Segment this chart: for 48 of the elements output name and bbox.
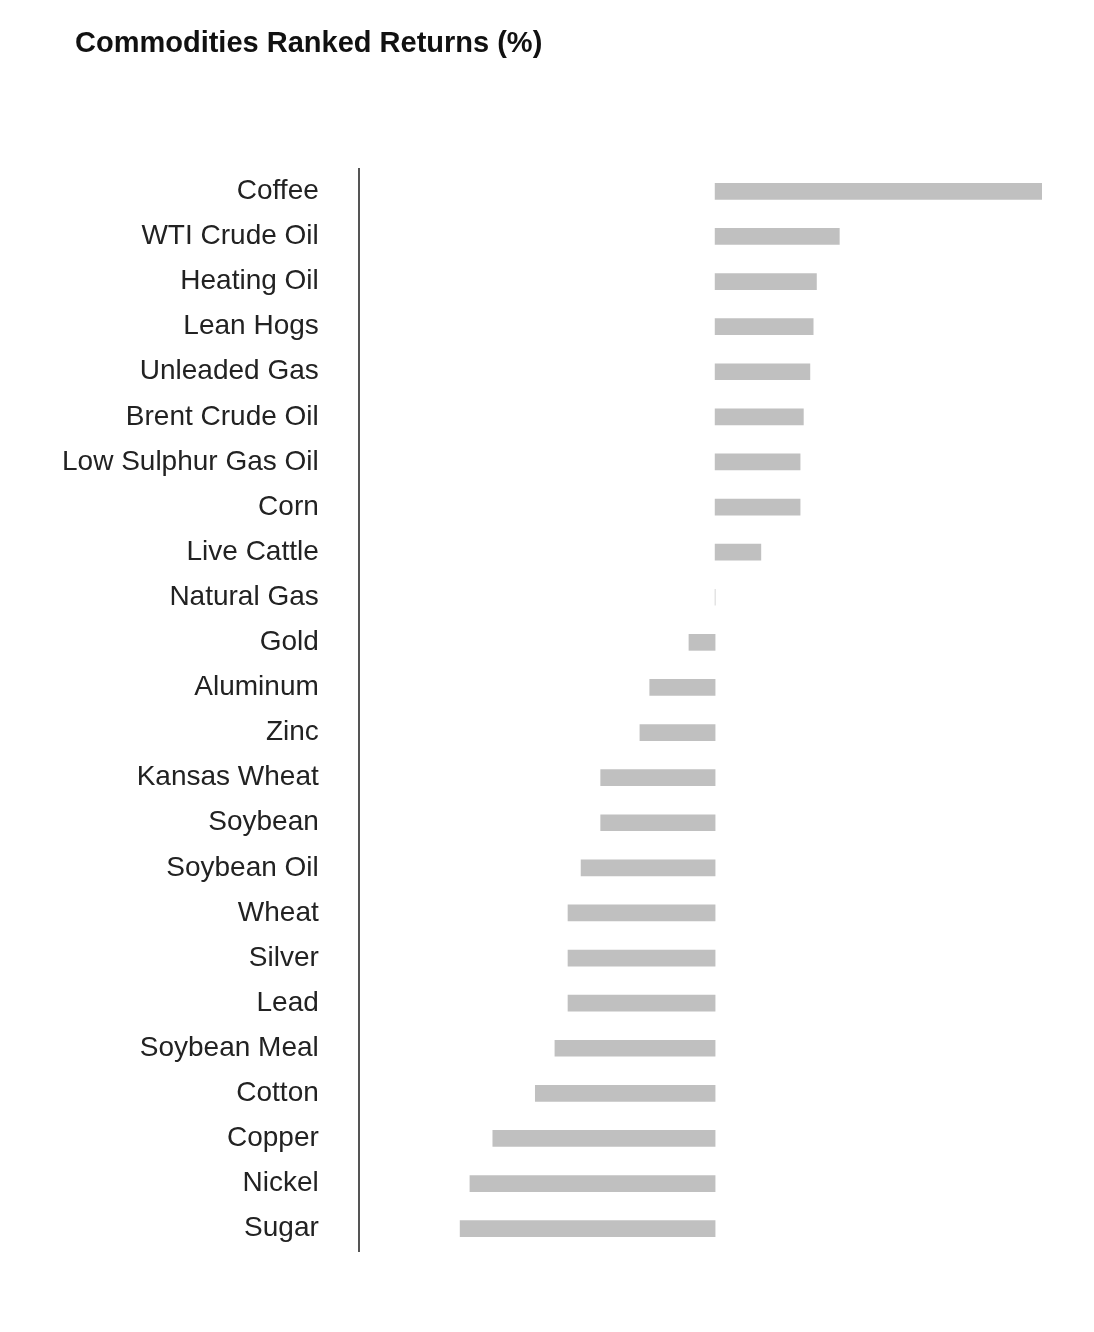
y-tick-label: Soybean Meal bbox=[139, 1030, 319, 1062]
y-tick-label: Lean Hogs bbox=[183, 309, 319, 341]
bar bbox=[714, 543, 762, 561]
bar bbox=[714, 273, 817, 290]
y-tick-label: Low Sulphur Gas Oil bbox=[61, 444, 319, 476]
bar bbox=[714, 453, 801, 471]
y-tick-label: WTI Crude Oil bbox=[141, 219, 319, 251]
y-tick-label: Gold bbox=[259, 625, 319, 657]
y-tick-label: Zinc bbox=[265, 715, 319, 747]
bar bbox=[688, 634, 716, 651]
y-tick-label: Sugar bbox=[244, 1211, 319, 1243]
y-tick-label: Silver bbox=[248, 940, 319, 972]
bar bbox=[600, 769, 716, 786]
y-tick-label: Aluminum bbox=[194, 670, 319, 702]
bar bbox=[580, 859, 716, 877]
y-tick-label: Soybean Oil bbox=[166, 850, 319, 882]
y-tick-label: Nickel bbox=[242, 1166, 319, 1198]
y-tick-label: Corn bbox=[258, 489, 319, 521]
bar bbox=[459, 1220, 716, 1237]
y-tick-label: Soybean bbox=[208, 805, 319, 837]
bar bbox=[492, 1130, 716, 1147]
bar bbox=[469, 1175, 716, 1192]
y-tick-label: Wheat bbox=[237, 895, 319, 927]
y-tick-label: Unleaded Gas bbox=[139, 354, 319, 386]
bar bbox=[714, 183, 1042, 200]
bar bbox=[639, 724, 716, 741]
bar bbox=[567, 904, 716, 922]
y-tick-label: Heating Oil bbox=[180, 264, 319, 296]
bar bbox=[649, 679, 716, 696]
bar bbox=[600, 814, 716, 832]
y-tick-label: Live Cattle bbox=[186, 534, 319, 566]
y-tick-label: Natural Gas bbox=[169, 579, 319, 611]
bar bbox=[534, 1085, 716, 1102]
bar bbox=[714, 363, 811, 381]
y-tick-label: Copper bbox=[226, 1121, 319, 1153]
bar bbox=[714, 318, 814, 335]
bar bbox=[714, 228, 840, 245]
y-tick-label: Lead bbox=[256, 985, 319, 1017]
bar bbox=[554, 1039, 716, 1057]
chart-title: Commodities Ranked Returns (%) bbox=[75, 26, 543, 59]
y-tick-label: Cotton bbox=[236, 1076, 319, 1108]
y-tick-label: Kansas Wheat bbox=[136, 760, 319, 792]
bar bbox=[567, 949, 716, 967]
y-tick-label: Brent Crude Oil bbox=[125, 399, 319, 431]
bar bbox=[714, 408, 804, 426]
bar bbox=[567, 994, 716, 1012]
y-tick-label: Coffee bbox=[236, 174, 319, 206]
bar bbox=[714, 498, 801, 516]
